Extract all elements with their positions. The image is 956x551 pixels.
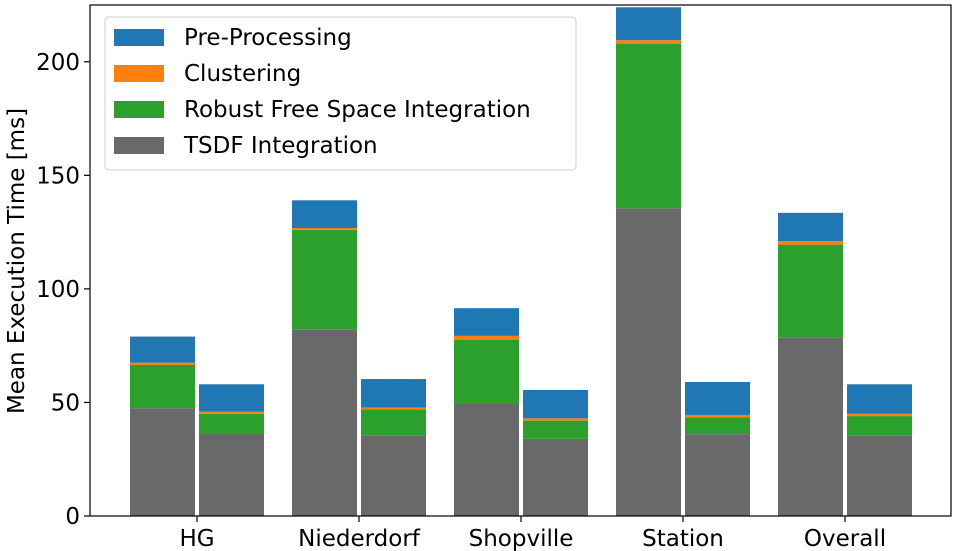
bar-segment-overall-1-s3 — [778, 212, 843, 242]
bar-segment-niederdorf-1-s3 — [292, 200, 357, 229]
y-tick-label: 0 — [65, 504, 80, 530]
legend-label: Pre-Processing — [184, 25, 352, 51]
legend-label: Clustering — [184, 61, 301, 87]
bar-segment-hg-2-s1 — [199, 413, 264, 434]
bar-segment-hg-1-s0 — [130, 408, 195, 516]
bar-segment-shopville-1-s0 — [454, 403, 519, 516]
bar-segment-station-1-s0 — [616, 208, 681, 516]
bar-segment-station-2-s0 — [685, 434, 750, 516]
bar-segment-niederdorf-1-s1 — [292, 229, 357, 330]
legend-swatch — [114, 65, 164, 82]
bar-segment-station-1-s2 — [616, 40, 681, 44]
bar-segment-overall-1-s1 — [778, 244, 843, 338]
bar-segment-overall-1-s2 — [778, 241, 843, 245]
bar-segment-niederdorf-1-s2 — [292, 228, 357, 230]
bar-segment-hg-2-s2 — [199, 411, 264, 414]
legend-swatch — [114, 137, 164, 154]
bar-segment-shopville-1-s1 — [454, 339, 519, 404]
x-tick-label-niederdorf: Niederdorf — [298, 526, 421, 551]
bar-segment-station-2-s1 — [685, 417, 750, 435]
bar-segment-shopville-2-s1 — [523, 420, 588, 439]
y-tick-label: 100 — [36, 277, 80, 303]
y-tick-label: 200 — [36, 50, 80, 76]
bar-segment-hg-1-s3 — [130, 336, 195, 363]
legend-swatch — [114, 101, 164, 118]
legend: Pre-Processing Clustering Robust Free Spac… — [104, 16, 577, 171]
bar-segment-hg-1-s1 — [130, 364, 195, 409]
y-tick-label: 150 — [36, 163, 80, 189]
bar-segment-overall-2-s2 — [847, 413, 912, 417]
x-tick-label-overall: Overall — [804, 526, 886, 551]
y-axis-label: Mean Execution Time [ms] — [4, 108, 30, 414]
bar-segment-shopville-2-s2 — [523, 418, 588, 421]
x-axis-ticks: HG Niederdorf Shopville Station Overall — [179, 516, 886, 551]
bar-segment-niederdorf-2-s1 — [361, 409, 426, 436]
bar-segment-niederdorf-2-s3 — [361, 379, 426, 408]
bar-segment-overall-2-s3 — [847, 384, 912, 414]
bar-segment-niederdorf-1-s0 — [292, 329, 357, 516]
legend-label: Robust Free Space Integration — [184, 97, 531, 123]
x-tick-label-station: Station — [642, 526, 724, 551]
bar-segment-shopville-2-s3 — [523, 389, 588, 419]
bar-segment-niederdorf-2-s0 — [361, 435, 426, 516]
bar-segment-overall-2-s1 — [847, 416, 912, 436]
bar-segment-overall-1-s0 — [778, 337, 843, 516]
bar-segment-shopville-1-s2 — [454, 335, 519, 340]
legend-frame — [104, 16, 577, 171]
bar-segment-station-2-s2 — [685, 414, 750, 418]
legend-swatch — [114, 29, 164, 46]
bar-segment-shopville-1-s3 — [454, 308, 519, 336]
y-tick-label: 50 — [51, 390, 80, 416]
x-tick-label-shopville: Shopville — [469, 526, 574, 551]
bar-segment-station-1-s3 — [616, 7, 681, 41]
bar-segment-station-1-s1 — [616, 43, 681, 209]
bar-segment-niederdorf-2-s2 — [361, 407, 426, 410]
bars-layer — [130, 7, 912, 516]
bar-segment-shopville-2-s0 — [523, 438, 588, 516]
bar-segment-hg-1-s2 — [130, 362, 195, 365]
bar-segment-station-2-s3 — [685, 382, 750, 415]
bar-segment-hg-2-s0 — [199, 433, 264, 516]
legend-label: TSDF Integration — [183, 133, 378, 159]
x-tick-label-hg: HG — [179, 526, 214, 551]
bar-segment-hg-2-s3 — [199, 384, 264, 412]
bar-segment-overall-2-s0 — [847, 435, 912, 516]
y-axis-ticks: 0 50 100 150 200 — [36, 50, 90, 530]
